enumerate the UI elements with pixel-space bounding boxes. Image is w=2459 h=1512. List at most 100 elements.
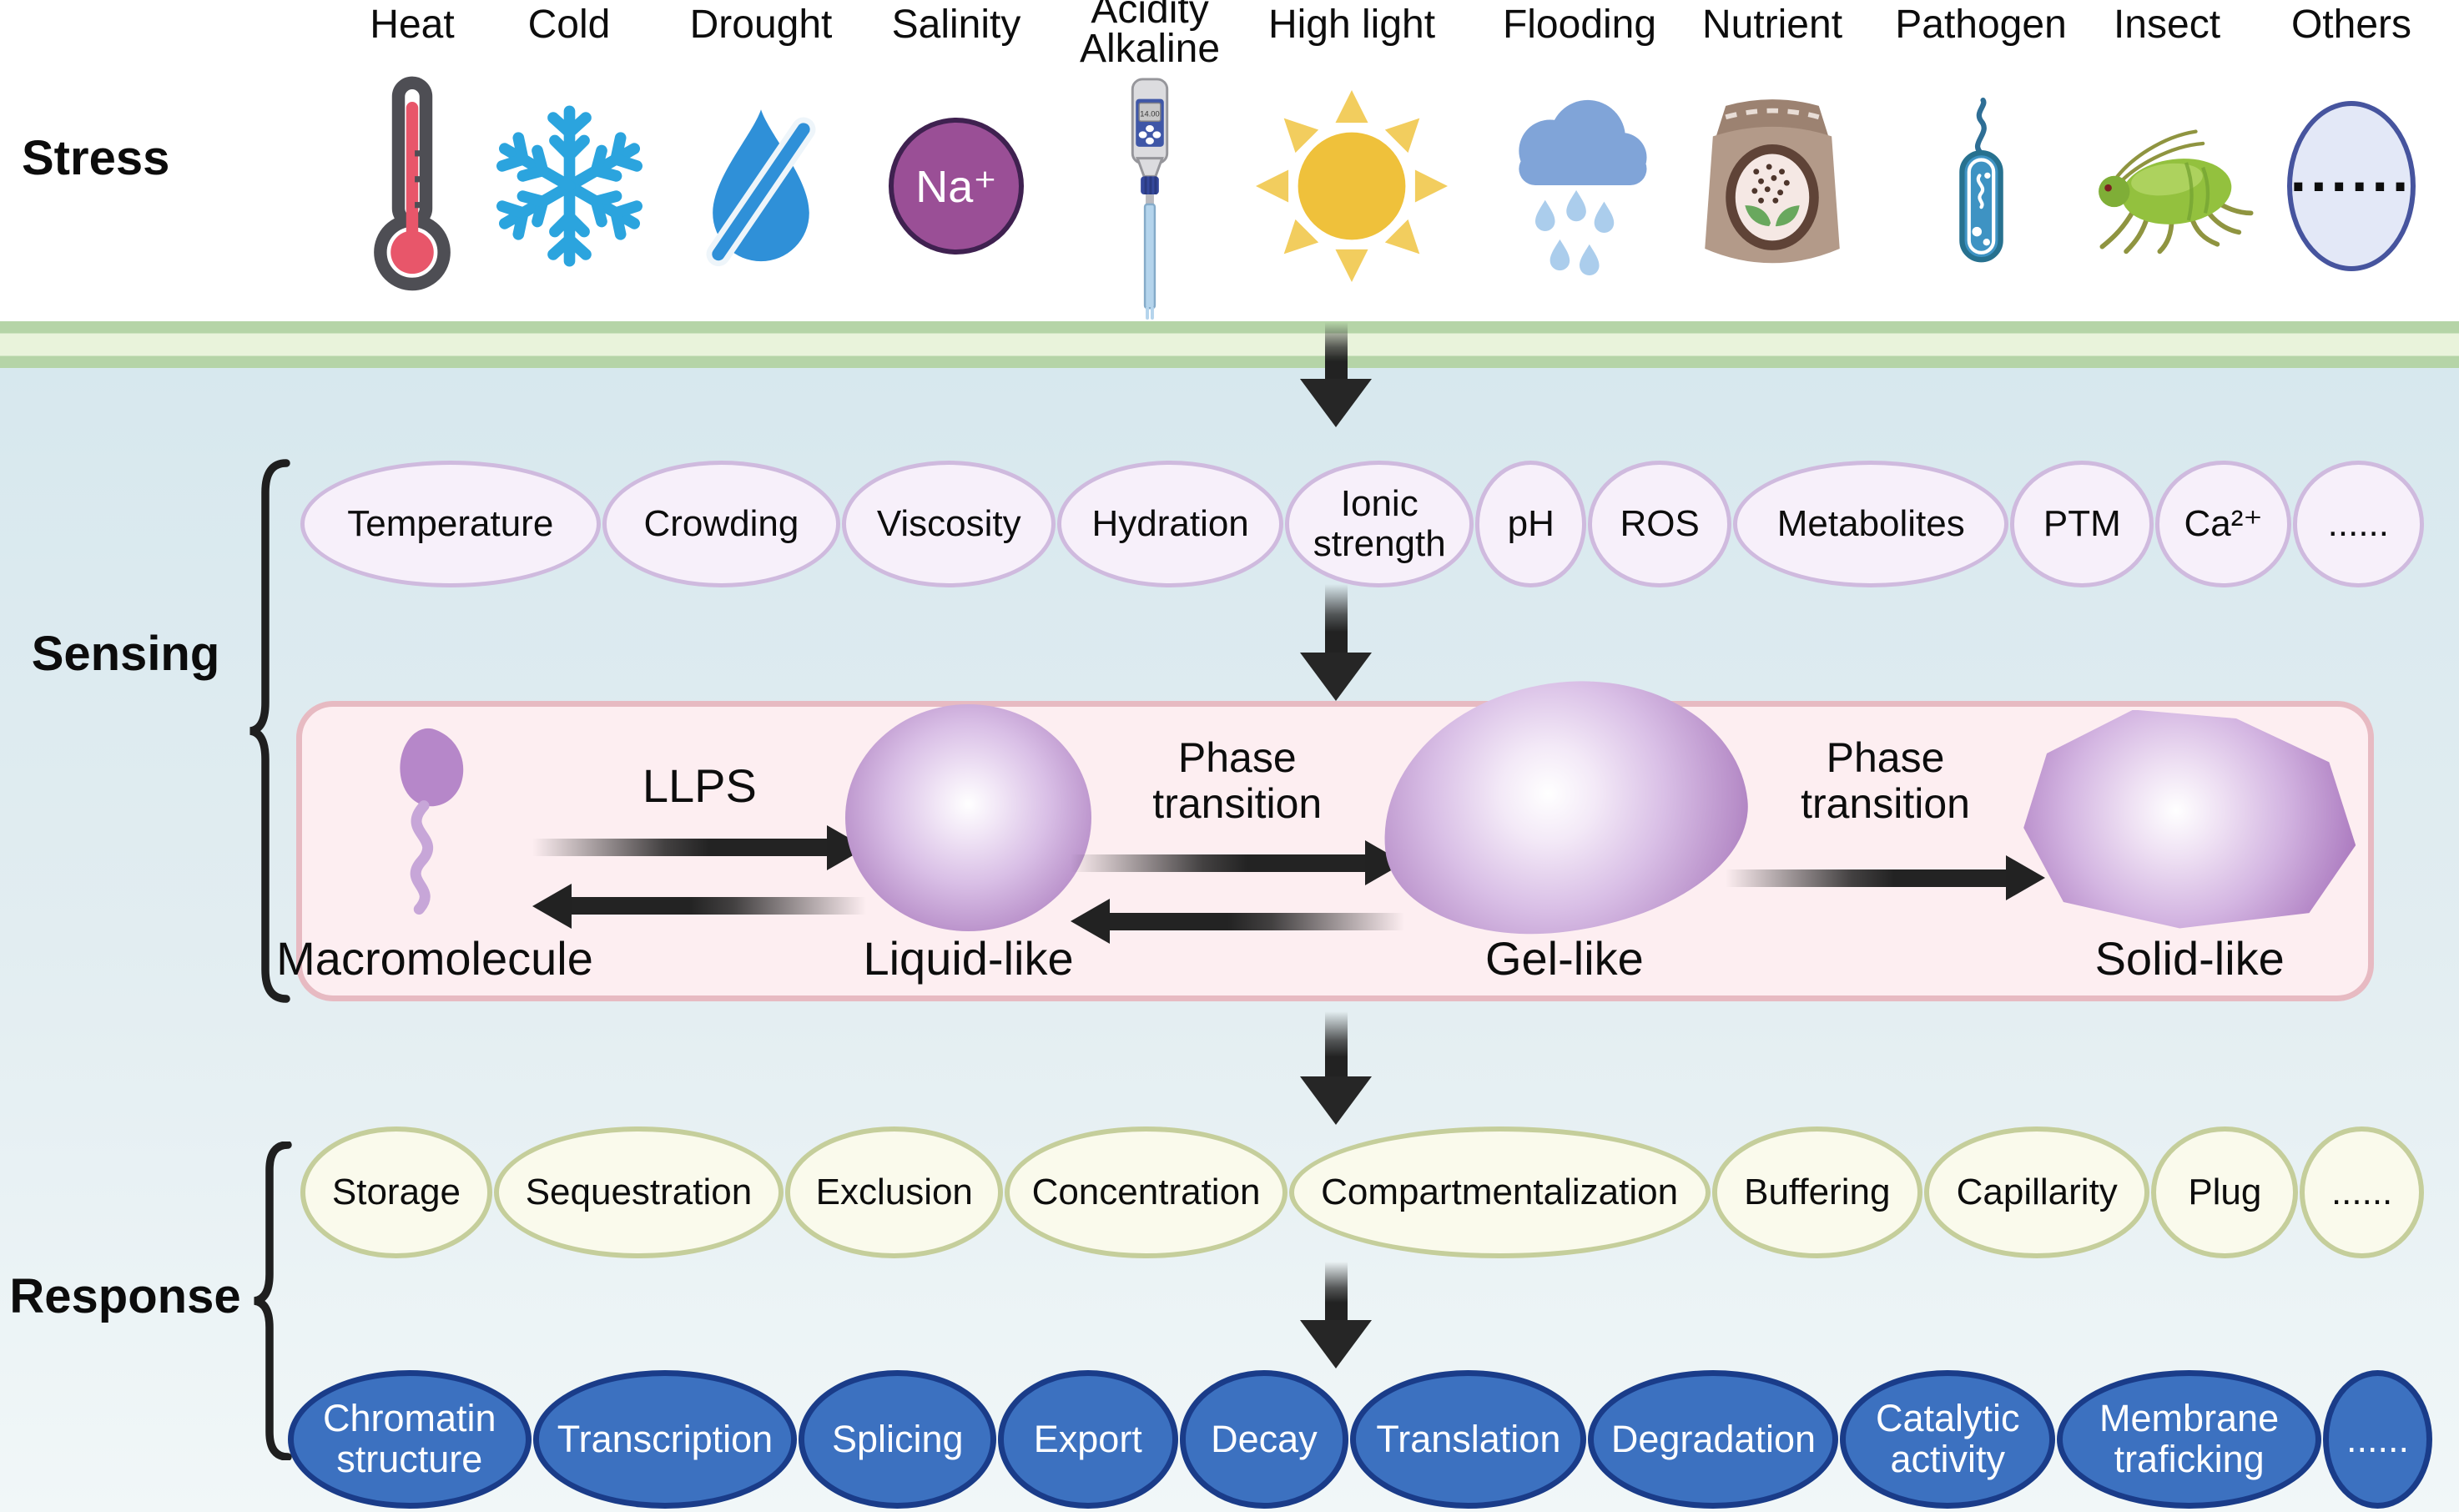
gel-label: Gel-like	[1484, 932, 1644, 985]
response-brace	[254, 1142, 292, 1460]
stress-item-heat: Heat	[316, 0, 508, 291]
stress-item-cold: Cold	[473, 0, 665, 46]
stage-liquid: Liquid-like	[844, 704, 1094, 995]
phase-transition-2-group: Phase transition	[1726, 707, 2045, 995]
macromolecule-label: Macromolecule	[276, 932, 593, 985]
func-buffering: Buffering	[1711, 1126, 1922, 1258]
func-compartmentalization: Compartmentalization	[1288, 1126, 1711, 1258]
high-light-label: High light	[1267, 3, 1436, 47]
phase-transition-1-label: Phase transition	[1152, 734, 1323, 827]
left-arrow	[1070, 899, 1404, 944]
stress-item-nutrient: Nutrient	[1676, 0, 1868, 264]
phase-transition-single-arrow	[1726, 855, 2045, 900]
response-functions-row: Storage Sequestration Exclusion Concentr…	[300, 1126, 2424, 1258]
phase-transition-2-label: Phase transition	[1801, 734, 1970, 827]
heat-label: Heat	[370, 3, 455, 47]
llps-double-arrow	[532, 824, 867, 929]
aphid-icon	[2071, 62, 2263, 310]
pathogen-label: Pathogen	[1895, 3, 2067, 47]
cue-calcium: Ca²⁺	[2155, 461, 2291, 587]
func-sequestration: Sequestration	[493, 1126, 784, 1258]
thermometer-icon	[316, 62, 508, 310]
func-concentration: Concentration	[1005, 1126, 1287, 1258]
cue-ptm: PTM	[2010, 461, 2154, 587]
proc-chromatin-structure: Chromatin structure	[288, 1370, 532, 1509]
salinity-label: Salinity	[891, 3, 1021, 47]
membrane-bar	[0, 321, 2459, 368]
left-arrow	[532, 883, 867, 929]
cue-ph: pH	[1475, 461, 1587, 587]
solid-label: Solid-like	[2094, 932, 2285, 985]
solid-polygon-icon	[2023, 709, 2356, 929]
stress-item-drought: Drought	[665, 0, 857, 267]
acidity-alkaline-label: Acidity Alkaline	[1054, 0, 1246, 72]
stress-item-others: Others ......	[2255, 0, 2447, 271]
sun-icon	[1256, 62, 1448, 310]
sodium-ion-icon: Na⁺	[889, 118, 1024, 255]
proc-export: Export	[998, 1370, 1178, 1509]
cue-metabolites: Metabolites	[1733, 461, 2009, 587]
right-arrow	[1070, 840, 1404, 885]
llps-arrow-group: LLPS	[532, 707, 867, 995]
others-label: Others	[2290, 3, 2412, 47]
proc-degradation: Degradation	[1588, 1370, 1839, 1509]
cue-ionic-strength: Ionic strength	[1285, 461, 1474, 587]
sensing-brace	[249, 459, 290, 1003]
func-storage: Storage	[300, 1126, 492, 1258]
cold-label: Cold	[527, 3, 611, 47]
stress-item-insect: Insect	[2071, 0, 2263, 255]
response-section-label: Response	[9, 1269, 241, 1323]
llps-label: LLPS	[642, 759, 757, 812]
phase-separation-box: Macromolecule LLPS Liquid-like Phase tra…	[276, 663, 2374, 1001]
proc-others: ......	[2323, 1370, 2433, 1509]
func-capillarity: Capillarity	[1923, 1126, 2150, 1258]
cue-crowding: Crowding	[602, 461, 841, 587]
rain-cloud-icon	[1484, 62, 1675, 310]
proc-decay: Decay	[1179, 1370, 1349, 1509]
gel-droplet-icon	[1369, 663, 1760, 950]
sensing-cues-row: Temperature Crowding Viscosity Hydration…	[300, 461, 2425, 587]
cue-ros: ROS	[1588, 461, 1732, 587]
cue-hydration: Hydration	[1057, 461, 1284, 587]
insect-label: Insect	[2113, 3, 2221, 47]
alkaline-line: Alkaline	[1079, 27, 1221, 72]
func-plug: Plug	[2151, 1126, 2299, 1258]
right-arrow	[1726, 855, 2045, 900]
proc-membrane-trafficking: Membrane traficking	[2057, 1370, 2322, 1509]
sensing-section-label: Sensing	[31, 627, 220, 681]
proc-translation: Translation	[1350, 1370, 1587, 1509]
arrow-cues-to-phasebox	[1300, 584, 1372, 701]
drought-label: Drought	[689, 3, 833, 47]
stress-item-salinity: Salinity Na⁺	[860, 0, 1052, 255]
stress-section-label: Stress	[22, 131, 170, 185]
arrow-functions-to-processes	[1300, 1262, 1372, 1368]
nutrient-label: Nutrient	[1701, 3, 1843, 47]
stress-item-flooding: Flooding	[1484, 0, 1675, 276]
proc-transcription: Transcription	[532, 1370, 798, 1509]
stress-item-acidity-alkaline: Acidity Alkaline 14.00	[1054, 0, 1246, 320]
no-water-drop-icon	[665, 62, 857, 310]
cue-others: ......	[2292, 461, 2425, 587]
stage-macromolecule: Macromolecule	[276, 707, 593, 995]
bacterium-icon	[1885, 62, 2077, 310]
proc-catalytic-activity: Catalytic activity	[1840, 1370, 2056, 1509]
liquid-label: Liquid-like	[863, 932, 1074, 985]
func-exclusion: Exclusion	[785, 1126, 1004, 1258]
phase-transition-double-arrow	[1070, 840, 1404, 944]
response-processes-row: Chromatin structure Transcription Splici…	[288, 1370, 2433, 1509]
ph-meter-icon: 14.00	[1054, 73, 1246, 322]
stage-gel: Gel-like	[1369, 663, 1760, 995]
others-ellipse-icon: ......	[2287, 101, 2416, 271]
acidity-line: Acidity	[1091, 0, 1209, 32]
stress-item-high-light: High light	[1256, 0, 1448, 282]
macromolecule-icon	[314, 707, 556, 931]
stage-solid: Solid-like	[2023, 707, 2356, 995]
snowflake-icon	[473, 62, 665, 310]
stress-item-pathogen: Pathogen	[1885, 0, 2077, 263]
ph-meter-reading: 14.00	[1140, 109, 1159, 118]
right-arrow	[532, 824, 867, 870]
liquid-droplet-icon	[845, 704, 1092, 931]
cue-temperature: Temperature	[300, 461, 601, 587]
arrow-phasebox-to-functions	[1300, 1011, 1372, 1125]
